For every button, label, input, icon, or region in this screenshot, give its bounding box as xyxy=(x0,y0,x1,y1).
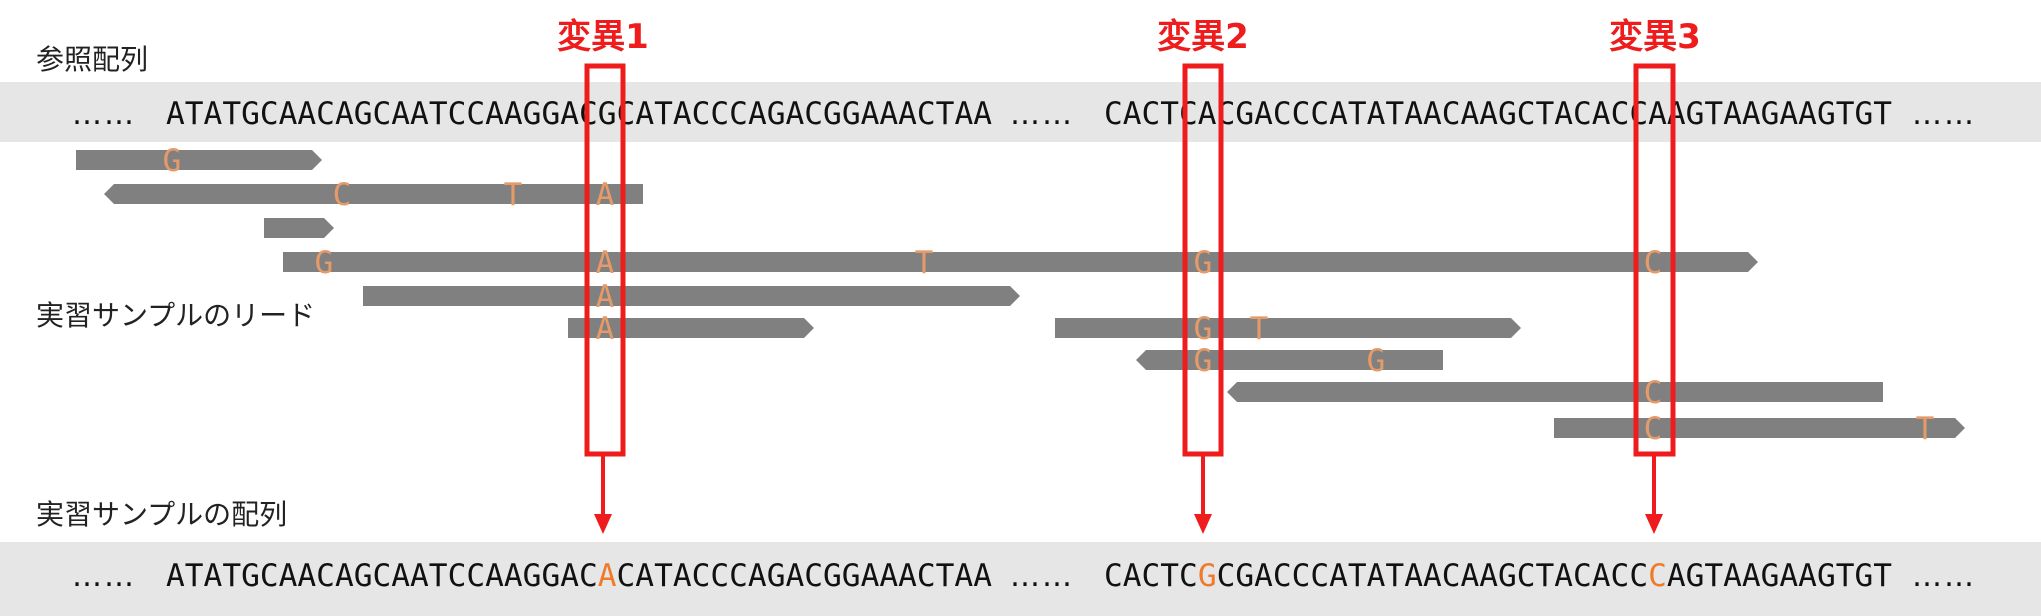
read-mismatch: A xyxy=(596,311,615,347)
read-mismatch: C xyxy=(1644,245,1663,281)
read-mismatch: G xyxy=(1194,311,1213,347)
read-mismatch: C xyxy=(1644,375,1663,411)
variant-3-column-box xyxy=(1633,63,1676,457)
read-mismatch: T xyxy=(1916,411,1935,447)
read xyxy=(1227,382,1883,402)
sample-variant-3-base: C xyxy=(1648,558,1667,594)
reference-ellipsis-start: …… xyxy=(72,97,136,132)
sample-seg2-mid: CGACCCATATAACAAGCTACACC xyxy=(1217,558,1649,594)
reference-ellipsis-mid: …… xyxy=(1010,97,1074,132)
read-mismatch: A xyxy=(596,279,615,315)
sample-seg2-before: CACTC xyxy=(1104,558,1198,594)
reads-label: 実習サンプルのリード xyxy=(36,299,315,332)
variant-2: 変異2 xyxy=(1157,17,1249,534)
read xyxy=(104,184,643,204)
read-mismatch: G xyxy=(315,245,334,281)
reference-ellipsis-end: …… xyxy=(1912,97,1976,132)
reference-segment-2: CACTCACGACCCATATAACAAGCTACACCAAGTAAGAAGT… xyxy=(1104,96,1892,132)
reference-label: 参照配列 xyxy=(36,43,148,76)
sample-variant-1-base: A xyxy=(598,558,617,594)
sample-segment-1: ATATGCAACAGCAATCCAAGGACACATACCCAGACGGAAA… xyxy=(166,558,992,594)
read-mismatch: C xyxy=(333,177,352,213)
read xyxy=(1055,318,1521,338)
read-mismatch: T xyxy=(504,177,523,213)
sample-variant-2-base: G xyxy=(1198,558,1217,594)
read xyxy=(76,150,322,170)
reference-band xyxy=(0,82,2041,142)
variant-2-label: 変異2 xyxy=(1157,17,1249,57)
variant-1-label: 変異1 xyxy=(557,17,649,57)
sample-seg1-before: ATATGCAACAGCAATCCAAGGAC xyxy=(166,558,598,594)
read xyxy=(1554,418,1965,438)
variant-1: 変異1 xyxy=(557,17,649,534)
variant-1-column-box xyxy=(584,63,626,457)
read xyxy=(283,252,1758,272)
variant-1-arrow-head xyxy=(594,514,612,534)
read-mismatch: G xyxy=(1194,343,1213,379)
read-mismatch: A xyxy=(596,177,615,213)
sample-band xyxy=(0,542,2041,616)
sample-seg1-after: CATACCCAGACGGAAACTAA xyxy=(617,558,993,594)
read xyxy=(568,318,814,338)
sample-label: 実習サンプルの配列 xyxy=(36,498,287,531)
mismatch-bases: G C T A G A T G C A A G T G G C C T xyxy=(163,143,1935,447)
variant-3: 変異3 xyxy=(1609,17,1701,534)
variant-2-column-box xyxy=(1182,63,1224,457)
sample-ellipsis-start: …… xyxy=(72,559,136,594)
read-mismatch: A xyxy=(596,245,615,281)
read-mismatch: T xyxy=(915,245,934,281)
sample-ellipsis-mid: …… xyxy=(1010,559,1074,594)
variant-3-label: 変異3 xyxy=(1609,17,1701,57)
read-mismatch: G xyxy=(1367,343,1386,379)
read-mismatch: G xyxy=(1194,245,1213,281)
read xyxy=(363,286,1020,306)
variant-3-arrow-head xyxy=(1645,514,1663,534)
sample-seg2-after: AGTAAGAAGTGT xyxy=(1667,558,1892,594)
read-mismatch: G xyxy=(163,143,182,179)
sample-ellipsis-end: …… xyxy=(1912,559,1976,594)
sample-segment-2: CACTCGCGACCCATATAACAAGCTACACCCAGTAAGAAGT… xyxy=(1104,558,1892,594)
reads-group xyxy=(76,150,1965,438)
read-mismatch: C xyxy=(1644,411,1663,447)
variant-2-arrow-head xyxy=(1194,514,1212,534)
reference-segment-1: ATATGCAACAGCAATCCAAGGACGCATACCCAGACGGAAA… xyxy=(166,96,992,132)
read xyxy=(264,218,334,238)
read xyxy=(1136,350,1443,370)
read-mismatch: T xyxy=(1250,311,1269,347)
